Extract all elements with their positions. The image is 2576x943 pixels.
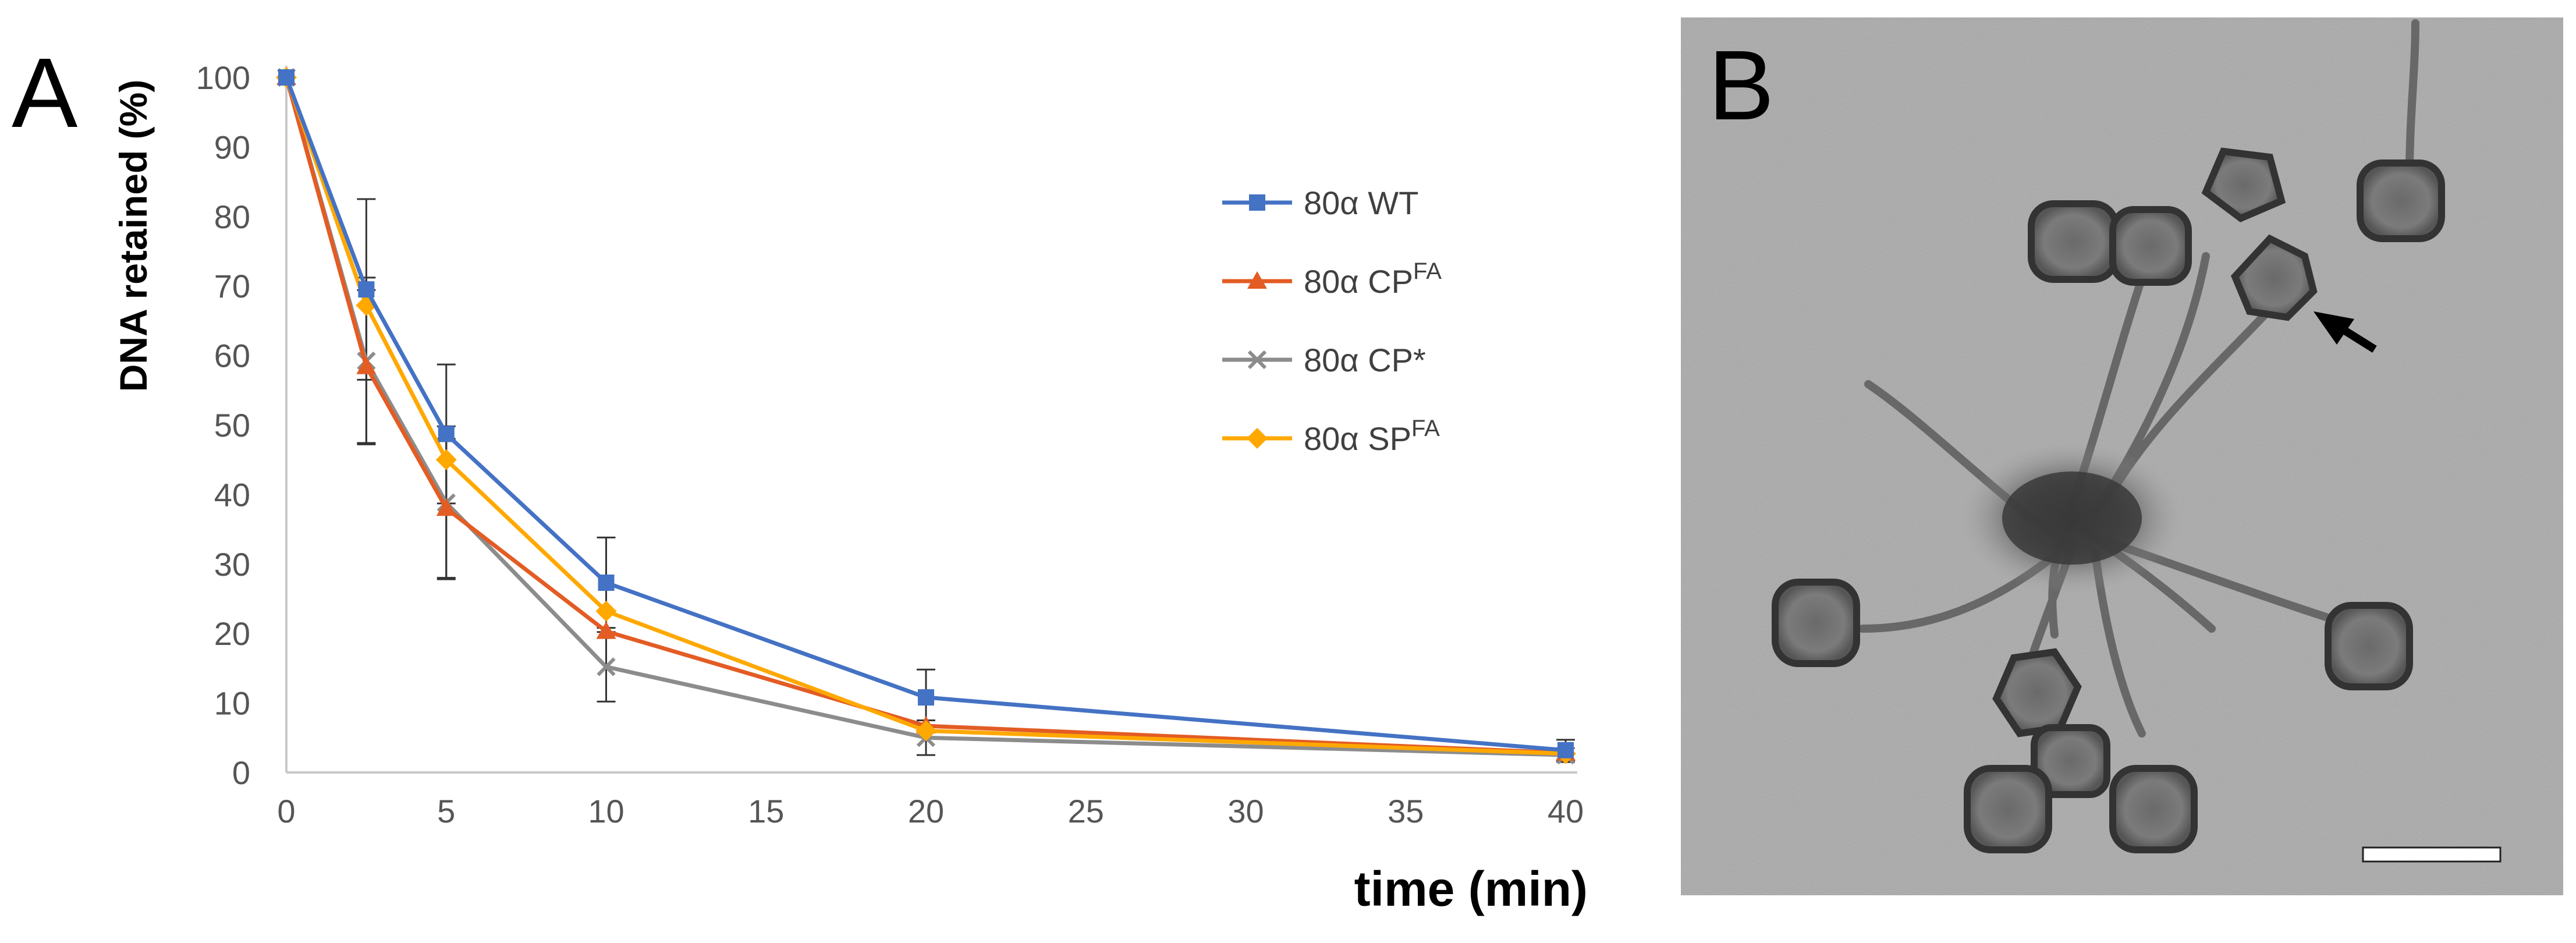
legend-label: 80α WT (1304, 185, 1418, 221)
x-tick-label: 25 (1068, 793, 1104, 829)
data-point (356, 356, 377, 374)
data-point (918, 689, 934, 706)
data-point (436, 498, 456, 516)
data-point (1557, 742, 1574, 758)
chart-axes: 0 10 20 30 40 50 60 70 80 90 100 0 5 10 15 20 25 30 35 40 (196, 59, 1584, 829)
data-point (598, 575, 615, 591)
chart-legend: 80α WT 80α CPFA 80α CP* 80α SPFA (1222, 185, 1442, 457)
series-line (284, 76, 1566, 753)
series-line (284, 77, 1566, 757)
legend-label: 80α CPFA (1304, 258, 1442, 300)
x-tick-label: 30 (1227, 793, 1264, 829)
x-tick-label: 0 (277, 793, 295, 829)
y-tick-label: 10 (214, 685, 250, 722)
data-point (595, 600, 617, 622)
legend-marker (1247, 428, 1268, 449)
legend-marker (1247, 350, 1267, 370)
y-axis-label: DNA retained (%) (112, 80, 155, 392)
data-point (278, 69, 294, 86)
x-tick-label: 35 (1388, 793, 1424, 829)
data-point (597, 657, 616, 676)
data-point (438, 426, 455, 442)
y-tick-label: 30 (214, 546, 250, 583)
y-tick-label: 100 (196, 59, 250, 96)
data-point (596, 621, 616, 639)
panel-label-b: B (1708, 30, 1774, 141)
arrow-icon (2314, 311, 2377, 353)
series-0 (278, 69, 1574, 758)
legend-entry: 80α WT (1222, 185, 1418, 221)
y-tick-label: 80 (214, 198, 250, 235)
y-tick-label: 70 (214, 268, 250, 304)
legend-entry: 80α CPFA (1222, 258, 1442, 300)
data-point (358, 281, 375, 298)
x-tick-label: 10 (588, 793, 624, 829)
x-tick-label: 5 (437, 793, 455, 829)
legend-entry: 80α SPFA (1222, 416, 1440, 457)
series-1 (276, 68, 1576, 761)
series-line (284, 76, 1566, 756)
legend-entry: 80α CP* (1222, 342, 1426, 378)
chart-series (276, 67, 1576, 765)
y-tick-label: 60 (214, 338, 250, 374)
y-tick-label: 20 (214, 615, 250, 652)
legend-marker (1249, 194, 1265, 211)
y-tick-label: 40 (214, 476, 250, 513)
y-tick-label: 50 (214, 407, 250, 444)
y-tick-label: 0 (232, 754, 250, 791)
x-axis-label: time (min) (1354, 862, 1588, 916)
x-tick-label: 40 (1548, 793, 1584, 829)
data-point (435, 449, 457, 470)
series-2 (276, 68, 1576, 765)
legend-label: 80α CP* (1304, 342, 1426, 378)
scale-bar-icon (2362, 846, 2502, 863)
x-tick-label: 20 (908, 793, 944, 829)
micrograph-panel: B (1681, 17, 2563, 895)
legend-label: 80α SPFA (1304, 416, 1440, 457)
series-3 (276, 67, 1576, 764)
data-point (916, 720, 936, 742)
y-tick-label: 90 (214, 129, 250, 165)
x-tick-label: 15 (748, 793, 784, 829)
legend-marker (1247, 271, 1267, 289)
panel-label-a: A (12, 38, 78, 148)
series-line (284, 77, 1566, 756)
